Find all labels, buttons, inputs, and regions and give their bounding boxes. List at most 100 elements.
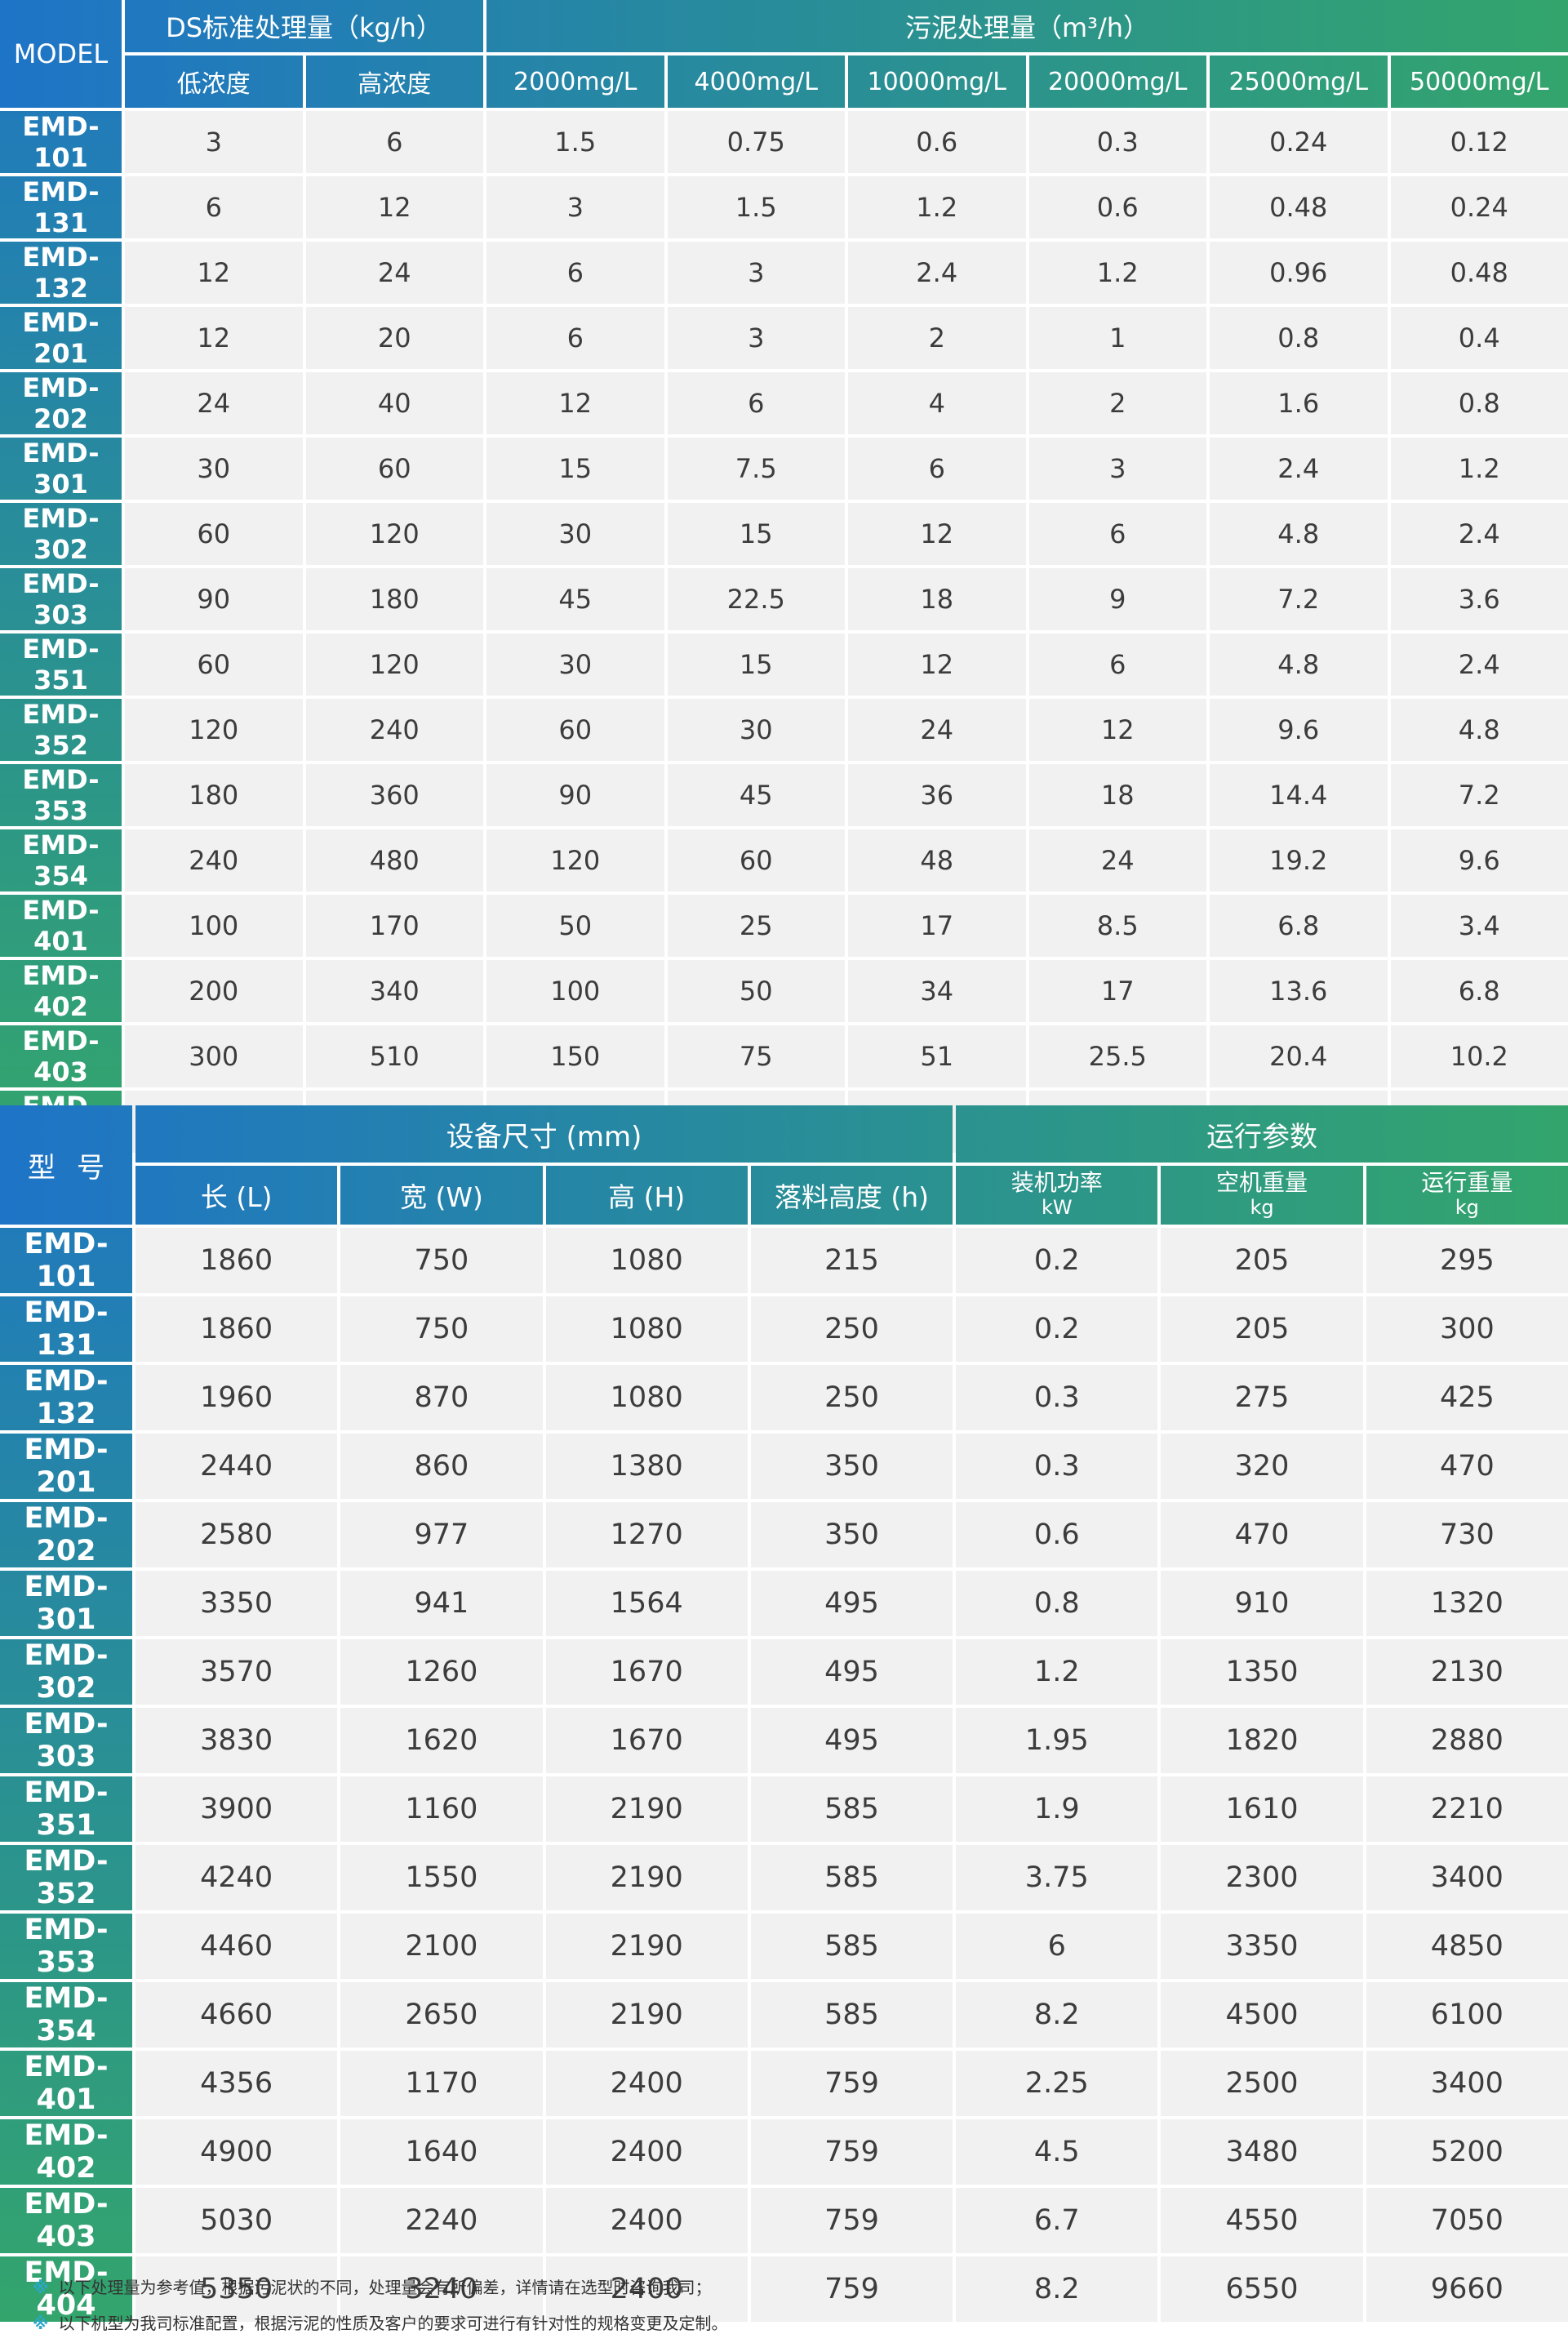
table-cell: 6.7 bbox=[956, 2188, 1158, 2253]
table-cell: 48 bbox=[848, 829, 1026, 891]
table-cell: 0.3 bbox=[956, 1365, 1158, 1430]
table-cell: 60 bbox=[667, 829, 845, 891]
table-cell: 22.5 bbox=[667, 568, 845, 630]
table-cell: 275 bbox=[1161, 1365, 1363, 1430]
table-cell: 0.2 bbox=[956, 1296, 1158, 1362]
table-cell: 300 bbox=[1366, 1296, 1568, 1362]
table-cell: 2400 bbox=[545, 2256, 748, 2322]
table-cell: 30 bbox=[486, 503, 664, 565]
table-cell: 910 bbox=[1161, 1571, 1363, 1636]
table-cell: 3 bbox=[667, 242, 845, 304]
model-cell: EMD-302 bbox=[0, 1639, 132, 1705]
table-row: EMD-353 4460 2100 2190 585 6 3350 4850 bbox=[0, 1914, 1568, 1979]
table-cell: 1.2 bbox=[1390, 438, 1568, 500]
table-cell: 3570 bbox=[135, 1639, 338, 1705]
table-cell: 2240 bbox=[340, 2188, 543, 2253]
table-row: EMD-101 1860 750 1080 215 0.2 205 295 bbox=[0, 1228, 1568, 1293]
table-row: EMD-303 3830 1620 1670 495 1.95 1820 2880 bbox=[0, 1708, 1568, 1773]
model-cell: EMD-403 bbox=[0, 1025, 122, 1087]
sludge-capacity-header: 污泥处理量（m³/h） bbox=[486, 0, 1568, 52]
table-cell: 1350 bbox=[1161, 1639, 1363, 1705]
table-cell: 495 bbox=[750, 1639, 953, 1705]
table-cell: 1380 bbox=[545, 1434, 748, 1499]
table-cell: 2880 bbox=[1366, 1708, 1568, 1773]
table-cell: 12 bbox=[305, 176, 483, 238]
table-cell: 12 bbox=[848, 634, 1026, 696]
table-row: EMD-101 3 6 1.5 0.75 0.6 0.3 0.24 0.12 bbox=[0, 111, 1568, 173]
table-cell: 0.3 bbox=[956, 1434, 1158, 1499]
model-cell: EMD-131 bbox=[0, 1296, 132, 1362]
table-cell: 9660 bbox=[1366, 2256, 1568, 2322]
model-cell: EMD-401 bbox=[0, 895, 122, 957]
model-cell: EMD-301 bbox=[0, 438, 122, 500]
table-cell: 60 bbox=[305, 438, 483, 500]
table-cell: 17 bbox=[848, 895, 1026, 957]
table-cell: 759 bbox=[750, 2188, 953, 2253]
table-cell: 1820 bbox=[1161, 1708, 1363, 1773]
col-header: 25000mg/L bbox=[1210, 56, 1388, 108]
table-cell: 2400 bbox=[545, 2051, 748, 2116]
table-cell: 0.12 bbox=[1390, 111, 1568, 173]
col-header: 宽 (W) bbox=[340, 1166, 543, 1225]
table-cell: 60 bbox=[486, 699, 664, 761]
model-cell: EMD-351 bbox=[0, 1776, 132, 1842]
table-row: EMD-302 60 120 30 15 12 6 4.8 2.4 bbox=[0, 503, 1568, 565]
table-cell: 1080 bbox=[545, 1228, 748, 1293]
table-cell: 9.6 bbox=[1390, 829, 1568, 891]
table-cell: 2190 bbox=[545, 1845, 748, 1910]
model-cell: EMD-352 bbox=[0, 1845, 132, 1910]
table-cell: 4 bbox=[848, 372, 1026, 434]
footnotes: ※ 以下处理量为参考值，根据污泥状的不同，处理量会有所偏差，详情请在选型时咨询我司… bbox=[33, 2270, 727, 2341]
table-cell: 6 bbox=[667, 372, 845, 434]
table-cell: 0.6 bbox=[956, 1502, 1158, 1567]
table-cell: 0.6 bbox=[848, 111, 1026, 173]
table-cell: 1260 bbox=[340, 1639, 543, 1705]
table-cell: 295 bbox=[1366, 1228, 1568, 1293]
model-cell: EMD-101 bbox=[0, 111, 122, 173]
table-row: EMD-354 240 480 120 60 48 24 19.2 9.6 bbox=[0, 829, 1568, 891]
table-cell: 2190 bbox=[545, 1982, 748, 2047]
table-row: EMD-403 5030 2240 2400 759 6.7 4550 7050 bbox=[0, 2188, 1568, 2253]
table-cell: 30 bbox=[486, 634, 664, 696]
col-header-unit: kg bbox=[1250, 1196, 1274, 1219]
ds-capacity-header: DS标准处理量（kg/h） bbox=[125, 0, 483, 52]
table-cell: 8.2 bbox=[956, 1982, 1158, 2047]
table-cell: 0.48 bbox=[1210, 176, 1388, 238]
table-cell: 2100 bbox=[340, 1914, 543, 1979]
table-cell: 17 bbox=[1028, 960, 1206, 1022]
table-cell: 120 bbox=[305, 634, 483, 696]
table-cell: 120 bbox=[486, 829, 664, 891]
col-header: 空机重量 kg bbox=[1161, 1166, 1363, 1225]
table-cell: 100 bbox=[486, 960, 664, 1022]
table-cell: 2210 bbox=[1366, 1776, 1568, 1842]
table-cell: 1080 bbox=[545, 1296, 748, 1362]
table-cell: 1860 bbox=[135, 1228, 338, 1293]
table-cell: 34 bbox=[848, 960, 1026, 1022]
note-mark-icon: ※ bbox=[33, 2314, 49, 2333]
table-cell: 1.9 bbox=[956, 1776, 1158, 1842]
footnote: ※ 以下机型为我司标准配置，根据污泥的性质及客户的要求可进行有针对性的规格变更及定… bbox=[33, 2305, 727, 2341]
model-cell: EMD-354 bbox=[0, 1982, 132, 2047]
table-cell: 6 bbox=[486, 307, 664, 369]
model-cell: EMD-301 bbox=[0, 1571, 132, 1636]
table-cell: 750 bbox=[340, 1296, 543, 1362]
table-cell: 0.24 bbox=[1390, 176, 1568, 238]
table-cell: 30 bbox=[667, 699, 845, 761]
table-cell: 320 bbox=[1161, 1434, 1363, 1499]
table-cell: 4.8 bbox=[1210, 634, 1388, 696]
table-cell: 1270 bbox=[545, 1502, 748, 1567]
table-cell: 2.25 bbox=[956, 2051, 1158, 2116]
table-cell: 1320 bbox=[1366, 1571, 1568, 1636]
col-header-label: 运行重量 bbox=[1421, 1169, 1513, 1196]
table-cell: 4850 bbox=[1366, 1914, 1568, 1979]
model-cell: EMD-352 bbox=[0, 699, 122, 761]
table-cell: 860 bbox=[340, 1434, 543, 1499]
table-cell: 5350 bbox=[135, 2256, 338, 2322]
table-row: EMD-301 30 60 15 7.5 6 3 2.4 1.2 bbox=[0, 438, 1568, 500]
table-cell: 2.4 bbox=[848, 242, 1026, 304]
col-header: 4000mg/L bbox=[667, 56, 845, 108]
table-cell: 120 bbox=[125, 699, 303, 761]
table-cell: 51 bbox=[848, 1025, 1026, 1087]
table-cell: 2 bbox=[848, 307, 1026, 369]
col-header: 高浓度 bbox=[305, 56, 483, 108]
